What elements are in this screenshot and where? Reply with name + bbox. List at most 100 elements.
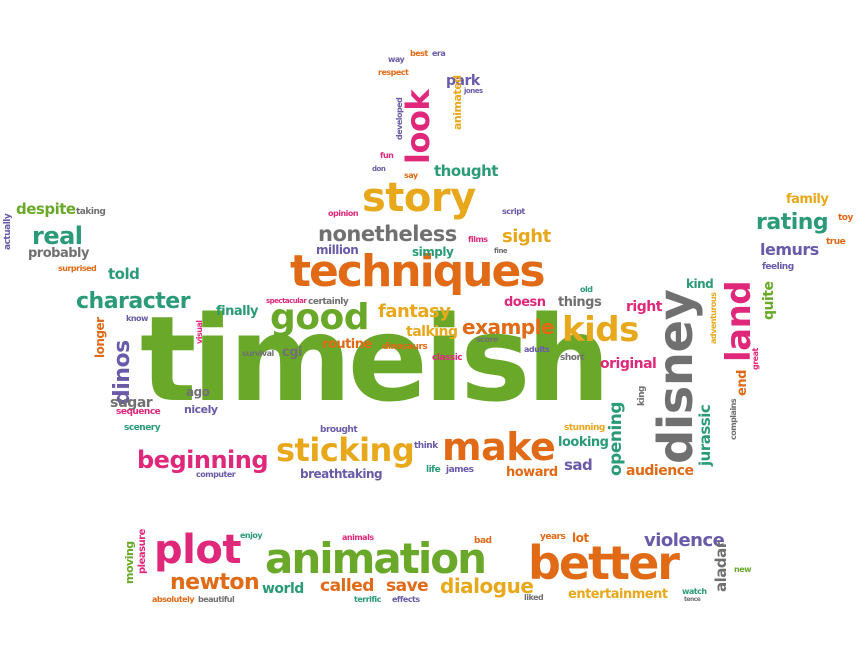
word: life xyxy=(426,465,441,475)
word: complains xyxy=(729,398,738,440)
word: dialogue xyxy=(440,574,534,598)
word: think xyxy=(414,441,438,451)
word: beginning xyxy=(137,446,269,474)
word: better xyxy=(528,536,680,590)
word: talking xyxy=(406,324,458,340)
word: feeling xyxy=(762,262,794,272)
word: animated xyxy=(451,75,464,130)
word: make xyxy=(442,425,556,469)
word: real xyxy=(32,222,83,250)
word: absolutely xyxy=(152,595,195,604)
word: fun xyxy=(380,151,394,160)
word: park xyxy=(446,73,480,89)
word: good xyxy=(270,297,370,338)
word: probably xyxy=(28,246,89,261)
word: cgi xyxy=(282,345,302,360)
word: tence xyxy=(684,596,701,603)
word: newton xyxy=(170,570,260,595)
word: violence xyxy=(644,530,725,551)
word: entertainment xyxy=(568,587,668,602)
word: james xyxy=(446,465,474,475)
word: sight xyxy=(502,226,551,247)
word: short xyxy=(560,353,585,363)
word: sad xyxy=(564,456,593,474)
word: save xyxy=(386,576,429,596)
word: look xyxy=(399,89,437,164)
word: watch xyxy=(682,587,707,596)
word: moving xyxy=(123,541,136,584)
word: classic xyxy=(432,353,463,363)
word: don xyxy=(372,165,386,173)
word: old xyxy=(580,285,593,294)
word: character xyxy=(76,289,191,314)
word: respect xyxy=(378,68,409,77)
word: fine xyxy=(494,247,508,255)
word: finally xyxy=(216,304,259,319)
word: world xyxy=(262,581,304,597)
word: pleasure xyxy=(137,529,148,574)
word: years xyxy=(540,532,566,542)
word: survival xyxy=(242,349,274,358)
word: aladar xyxy=(712,541,730,592)
word: true xyxy=(826,237,846,247)
word: fantasy xyxy=(378,301,451,322)
word: great xyxy=(751,348,760,370)
word: developed xyxy=(395,97,404,140)
word: script xyxy=(502,207,525,216)
word: plot xyxy=(154,527,241,573)
word: quite xyxy=(761,281,777,320)
word: scenery xyxy=(124,423,161,433)
word: kids xyxy=(562,310,639,350)
word: king xyxy=(637,386,647,406)
word: visual xyxy=(195,320,204,344)
word: adventurous xyxy=(709,292,718,344)
word: kind xyxy=(686,277,714,291)
word: jones xyxy=(464,87,483,95)
word: computer xyxy=(196,470,236,479)
word: beautiful xyxy=(198,595,235,604)
word: looking xyxy=(558,435,609,450)
word: taking xyxy=(76,207,106,217)
word: terrific xyxy=(354,595,381,604)
word: opening xyxy=(606,401,626,476)
word: sticking xyxy=(276,431,415,469)
word: dinosaurs xyxy=(382,342,428,352)
word: ago xyxy=(186,385,210,399)
word: thought xyxy=(434,162,498,180)
word: era xyxy=(432,49,446,58)
word: certainly xyxy=(308,297,349,307)
word: adults xyxy=(524,345,550,354)
word: longer xyxy=(93,317,107,358)
word: routine xyxy=(322,337,372,352)
word: original xyxy=(600,356,657,372)
word: timeish xyxy=(140,290,611,428)
word: despite xyxy=(16,200,76,218)
word: right xyxy=(626,299,662,315)
word: new xyxy=(734,565,752,574)
word: sugar xyxy=(110,395,153,411)
word: told xyxy=(108,265,140,283)
word: lot xyxy=(572,531,589,545)
word: family xyxy=(786,192,829,207)
word: things xyxy=(558,295,602,310)
word: called xyxy=(320,576,374,596)
word: animals xyxy=(342,533,374,542)
word: toy xyxy=(838,213,853,223)
word: nicely xyxy=(184,403,218,416)
word: way xyxy=(388,55,405,64)
word: brought xyxy=(320,425,358,435)
word: audience xyxy=(626,463,694,479)
word: breathtaking xyxy=(300,467,383,481)
word: disney xyxy=(648,289,704,464)
word: liked xyxy=(524,593,544,602)
word: example xyxy=(462,315,555,339)
word: nonetheless xyxy=(318,222,457,246)
word: animation xyxy=(265,534,487,583)
word: say xyxy=(404,171,418,180)
word: lemurs xyxy=(760,240,819,259)
word: stunning xyxy=(564,423,605,433)
word: effects xyxy=(392,595,420,604)
word: rating xyxy=(756,210,829,235)
word: know xyxy=(126,314,148,323)
word: jurassic xyxy=(696,404,714,466)
